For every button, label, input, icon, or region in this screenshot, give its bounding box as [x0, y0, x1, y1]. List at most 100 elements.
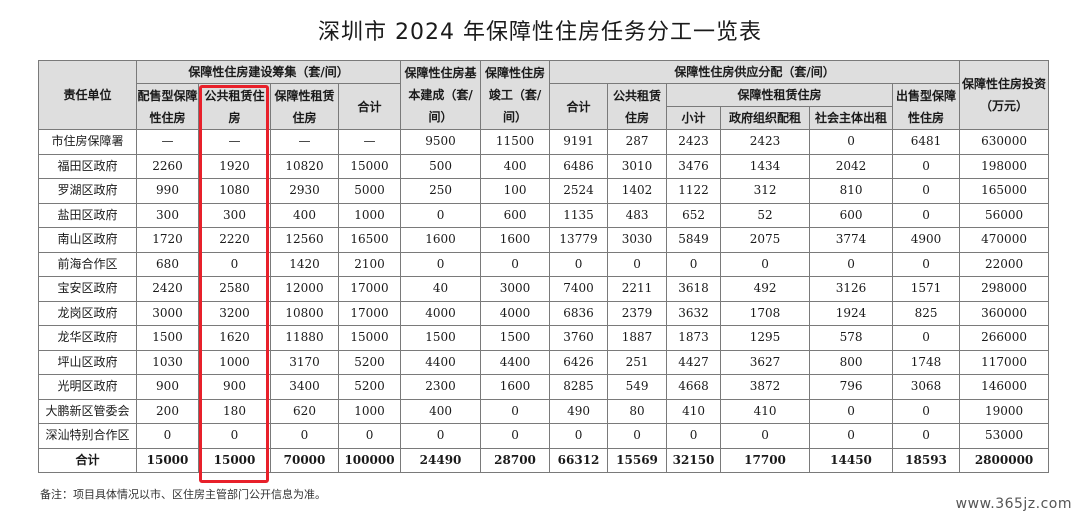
cell-unit: 大鹏新区管委会 — [38, 398, 137, 424]
cell-value: 483 — [607, 202, 668, 228]
cell-value: 2580 — [198, 276, 271, 302]
cell-unit: 坪山区政府 — [38, 349, 137, 375]
cell-value: 0 — [480, 251, 551, 277]
cell-value: 300 — [136, 202, 199, 228]
cell-value: 146000 — [959, 374, 1050, 400]
cell-value: 0 — [480, 423, 551, 449]
cell-value: 8285 — [549, 374, 609, 400]
cell-value: 0 — [892, 423, 961, 449]
cell-value: 796 — [809, 374, 894, 400]
cell-value: 2100 — [337, 251, 402, 277]
table-row: 龙华区政府 1500 1620 11880 15000 1500 1500 3760 1887 1… — [38, 325, 1050, 351]
cell-value: 652 — [666, 202, 722, 228]
cell-value: 28700 — [480, 447, 551, 473]
cell-value: — — [198, 129, 271, 155]
cell-value: 6836 — [549, 300, 609, 326]
cell-value: 1500 — [480, 325, 551, 351]
cell-unit: 龙岗区政府 — [38, 300, 137, 326]
cell-value: 1135 — [549, 202, 609, 228]
cell-value: 680 — [136, 251, 199, 277]
cell-value: 15569 — [607, 447, 668, 473]
cell-value: 2420 — [136, 276, 199, 302]
cell-value: 0 — [809, 423, 894, 449]
cell-value: — — [337, 129, 402, 155]
cell-value: 100000 — [337, 447, 402, 473]
cell-value: 2379 — [607, 300, 668, 326]
cell-value: 1600 — [480, 227, 551, 253]
cell-unit: 宝安区政府 — [38, 276, 137, 302]
cell-value: 17700 — [720, 447, 811, 473]
cell-unit: 合计 — [38, 447, 137, 473]
cell-value: 6486 — [549, 153, 609, 179]
cell-value: 11500 — [480, 129, 551, 155]
cell-value: 0 — [809, 129, 894, 155]
cell-value: 1122 — [666, 178, 722, 204]
cell-value: 56000 — [959, 202, 1050, 228]
table-row: 龙岗区政府 3000 3200 10800 17000 4000 4000 6836 2379 3… — [38, 300, 1050, 326]
header-supply-public-rent: 公共租赁住房 — [607, 83, 668, 130]
cell-value: 900 — [198, 374, 271, 400]
cell-value: 0 — [337, 423, 402, 449]
cell-value: 198000 — [959, 153, 1050, 179]
cell-value: 4000 — [400, 300, 482, 326]
cell-value: 0 — [892, 325, 961, 351]
cell-value: 2300 — [400, 374, 482, 400]
table-row: 大鹏新区管委会 200 180 620 1000 400 0 490 80 410 410 0 0 190… — [38, 398, 1050, 424]
cell-value: 3618 — [666, 276, 722, 302]
cell-value: 400 — [400, 398, 482, 424]
cell-value: 0 — [549, 423, 609, 449]
watermark: www.365jz.com — [955, 496, 1072, 512]
cell-value: 6481 — [892, 129, 961, 155]
cell-value: 620 — [270, 398, 339, 424]
cell-value: 549 — [607, 374, 668, 400]
cell-value: 2524 — [549, 178, 609, 204]
cell-value: 1720 — [136, 227, 199, 253]
cell-value: 9191 — [549, 129, 609, 155]
cell-value: 0 — [549, 251, 609, 277]
cell-value: 3030 — [607, 227, 668, 253]
cell-value: 3068 — [892, 374, 961, 400]
cell-value: 15000 — [136, 447, 199, 473]
footnote: 备注：项目具体情况以市、区住房主管部门公开信息为准。 — [40, 488, 326, 501]
cell-value: 0 — [720, 251, 811, 277]
cell-value: 165000 — [959, 178, 1050, 204]
cell-value: 15000 — [337, 325, 402, 351]
cell-value: 6426 — [549, 349, 609, 375]
cell-value: 1030 — [136, 349, 199, 375]
cell-value: 18593 — [892, 447, 961, 473]
cell-value: 0 — [809, 398, 894, 424]
cell-value: 3627 — [720, 349, 811, 375]
cell-value: — — [136, 129, 199, 155]
cell-value: 0 — [400, 423, 482, 449]
task-table: 责任单位 保障性住房建设筹集（套/间） 保障性住房基本建成（套/间） 保障性住房… — [38, 60, 1050, 473]
cell-value: 3010 — [607, 153, 668, 179]
header-investment: 保障性住房投资（万元） — [959, 60, 1050, 130]
cell-value: 490 — [549, 398, 609, 424]
table-row: 光明区政府 900 900 3400 5200 2300 1600 8285 549 4668 38… — [38, 374, 1050, 400]
cell-value: 360000 — [959, 300, 1050, 326]
cell-value: 1402 — [607, 178, 668, 204]
cell-value: 250 — [400, 178, 482, 204]
cell-value: 600 — [809, 202, 894, 228]
cell-value: 4900 — [892, 227, 961, 253]
cell-value: 470000 — [959, 227, 1050, 253]
cell-value: 22000 — [959, 251, 1050, 277]
cell-value: 2042 — [809, 153, 894, 179]
cell-value: 0 — [136, 423, 199, 449]
header-ar-gov: 政府组织配租 — [720, 106, 811, 130]
cell-value: 1500 — [136, 325, 199, 351]
cell-value: 2930 — [270, 178, 339, 204]
cell-value: 1600 — [400, 227, 482, 253]
cell-value: 5200 — [337, 374, 402, 400]
cell-value: 1873 — [666, 325, 722, 351]
cell-value: 200 — [136, 398, 199, 424]
header-completed: 保障性住房竣工（套/间） — [480, 60, 551, 130]
cell-unit: 前海合作区 — [38, 251, 137, 277]
cell-value: 3774 — [809, 227, 894, 253]
cell-value: 810 — [809, 178, 894, 204]
cell-value: 117000 — [959, 349, 1050, 375]
cell-value: 500 — [400, 153, 482, 179]
cell-value: 2800000 — [959, 447, 1050, 473]
cell-unit: 深汕特别合作区 — [38, 423, 137, 449]
cell-value: 251 — [607, 349, 668, 375]
